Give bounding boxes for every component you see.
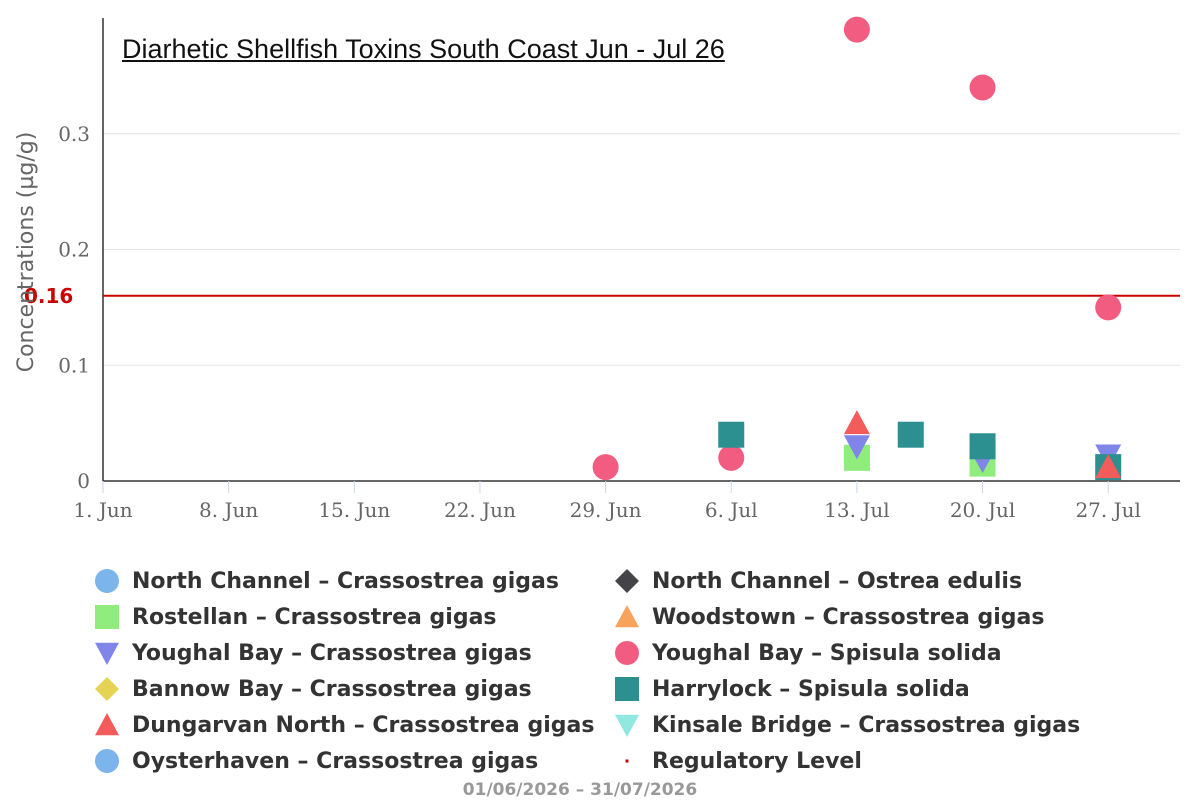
data-point xyxy=(843,435,870,460)
x-tick-label: 22. Jun xyxy=(444,498,516,522)
x-tick-label: 27. Jul xyxy=(1075,498,1140,522)
legend-label: Harrylock – Spisula solida xyxy=(652,676,970,702)
legend-marker xyxy=(625,759,629,763)
legend-label: Rostellan – Crassostrea gigas xyxy=(132,604,497,630)
legend-item[interactable]: North Channel – Ostrea edulis xyxy=(612,563,1132,599)
legend-item[interactable]: Youghal Bay – Spisula solida xyxy=(612,635,1132,671)
data-point xyxy=(1095,454,1122,479)
data-point xyxy=(969,74,996,101)
legend-item[interactable]: North Channel – Crassostrea gigas xyxy=(92,563,612,599)
legend-label: Regulatory Level xyxy=(652,748,862,774)
legend-symbol-icon xyxy=(615,605,639,628)
data-points xyxy=(592,16,1122,481)
legend-marker xyxy=(95,569,119,593)
legend-marker xyxy=(615,605,639,628)
x-tick-label: 8. Jun xyxy=(199,498,258,522)
legend-item[interactable]: Dungarvan North – Crassostrea gigas xyxy=(92,707,612,743)
legend-symbol-icon xyxy=(615,569,639,593)
x-tick-label: 1. Jun xyxy=(73,498,132,522)
legend-symbol-icon xyxy=(615,714,639,737)
data-point xyxy=(592,454,619,481)
legend-marker xyxy=(615,677,639,701)
grid-lines xyxy=(103,133,1180,366)
legend-item[interactable]: Harrylock – Spisula solida xyxy=(612,671,1132,707)
y-tick-label: 0.3 xyxy=(58,122,90,146)
legend-item[interactable]: Regulatory Level xyxy=(612,743,1132,779)
axes: 0 0.1 0.2 0.3 1. Jun 8. Jun 15. Jun 22. Jun 29. … xyxy=(58,18,1180,522)
legend-item[interactable]: Youghal Bay – Crassostrea gigas xyxy=(92,635,612,671)
legend-symbol-icon xyxy=(95,605,119,629)
legend-marker xyxy=(615,641,639,665)
data-point xyxy=(718,421,745,448)
data-point xyxy=(843,410,870,435)
x-tick-label: 6. Jul xyxy=(705,498,758,522)
legend-symbol-icon xyxy=(95,713,119,736)
legend-label: Dungarvan North – Crassostrea gigas xyxy=(132,712,595,738)
legend-item[interactable]: Kinsale Bridge – Crassostrea gigas xyxy=(612,707,1132,743)
legend-item[interactable]: Oysterhaven – Crassostrea gigas xyxy=(92,743,612,779)
data-point xyxy=(897,421,924,448)
y-tick-label: 0.2 xyxy=(58,238,90,262)
legend-symbol-icon xyxy=(615,677,639,701)
x-tick-label: 20. Jul xyxy=(950,498,1015,522)
legend-marker xyxy=(95,749,119,773)
legend-marker xyxy=(95,713,119,736)
legend-item[interactable]: Rostellan – Crassostrea gigas xyxy=(92,599,612,635)
legend-label: Youghal Bay – Spisula solida xyxy=(652,640,1002,666)
legend-marker xyxy=(95,605,119,629)
legend-marker xyxy=(95,642,119,665)
legend-symbol-icon xyxy=(615,641,639,665)
legend-label: North Channel – Crassostrea gigas xyxy=(132,568,559,594)
x-tick-label: 29. Jun xyxy=(570,498,642,522)
chart-title: Diarhetic Shellfish Toxins South Coast J… xyxy=(122,34,725,64)
x-tick-label: 13. Jul xyxy=(824,498,889,522)
legend-symbol-icon xyxy=(95,749,119,773)
data-point xyxy=(969,433,996,460)
legend-symbol-icon xyxy=(95,569,119,593)
legend-symbol-icon xyxy=(95,642,119,665)
legend-label: North Channel – Ostrea edulis xyxy=(652,568,1023,594)
regulatory-level: 0.16 xyxy=(24,284,1180,308)
legend-item[interactable]: Bannow Bay – Crassostrea gigas xyxy=(92,671,612,707)
legend-label: Oysterhaven – Crassostrea gigas xyxy=(132,748,539,774)
regulatory-level-label: 0.16 xyxy=(24,284,73,308)
y-axis-title: Concentrations (µg/g) xyxy=(14,132,39,373)
chart-plot: 0 0.1 0.2 0.3 1. Jun 8. Jun 15. Jun 22. Jun 29. … xyxy=(14,16,1180,522)
legend-label: Kinsale Bridge – Crassostrea gigas xyxy=(652,712,1081,738)
legend-symbol-icon xyxy=(95,677,119,701)
legend-item[interactable]: Woodstown – Crassostrea gigas xyxy=(612,599,1132,635)
data-point xyxy=(843,16,870,43)
legend-label: Bannow Bay – Crassostrea gigas xyxy=(132,676,532,702)
legend-symbol-icon xyxy=(625,759,629,763)
y-tick-label: 0 xyxy=(77,469,90,493)
legend-label: Youghal Bay – Crassostrea gigas xyxy=(132,640,532,666)
x-tick-label: 15. Jun xyxy=(318,498,390,522)
legend-label: Woodstown – Crassostrea gigas xyxy=(652,604,1045,630)
data-point xyxy=(718,444,745,471)
data-point xyxy=(1095,294,1122,321)
y-tick-label: 0.1 xyxy=(58,353,90,377)
legend-marker xyxy=(615,714,639,737)
date-range-label: 01/06/2026 – 31/07/2026 xyxy=(462,780,698,800)
legend: North Channel – Crassostrea gigas North C… xyxy=(92,563,1152,779)
legend-marker xyxy=(615,569,639,593)
legend-marker xyxy=(95,677,119,701)
